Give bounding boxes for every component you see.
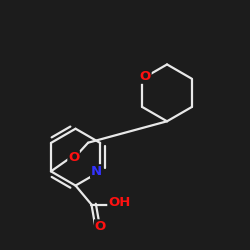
Text: O: O [68, 151, 79, 164]
Text: O: O [95, 220, 106, 233]
Text: N: N [91, 165, 102, 178]
Text: O: O [140, 70, 151, 83]
Text: OH: OH [108, 196, 130, 209]
